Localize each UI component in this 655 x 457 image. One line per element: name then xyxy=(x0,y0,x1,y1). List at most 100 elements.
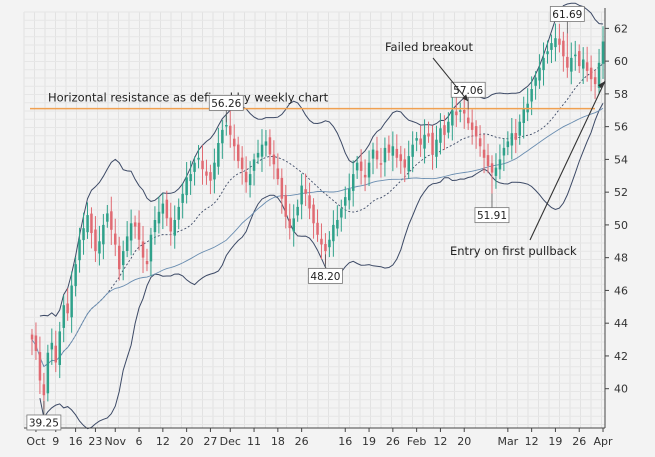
candle-body xyxy=(54,345,57,363)
candle-body xyxy=(38,352,42,381)
candle-body xyxy=(455,111,458,116)
candle-body xyxy=(161,203,165,214)
candle-body xyxy=(316,222,319,235)
y-tick-label: 50 xyxy=(614,219,628,232)
candle-body xyxy=(574,54,577,57)
candle-body xyxy=(268,137,272,155)
candle-body xyxy=(217,143,220,167)
y-tick-label: 40 xyxy=(614,383,628,396)
candle-body xyxy=(570,57,573,72)
candle-body xyxy=(486,155,490,166)
middle-band xyxy=(39,63,604,368)
candle-body xyxy=(340,208,343,218)
candle-body xyxy=(363,174,367,178)
candle-body xyxy=(141,241,145,258)
x-tick-label: Oct xyxy=(26,435,46,448)
candle-body xyxy=(233,138,236,147)
x-tick-label: Feb xyxy=(407,435,426,448)
candle-body xyxy=(62,305,65,328)
price-label-box xyxy=(26,414,62,431)
price-labels: 39.25 56.26 48.20 57.06 51.91 61.69 xyxy=(26,6,585,431)
x-tick-label: 19 xyxy=(548,435,562,448)
candle-body xyxy=(542,57,545,71)
candle-body xyxy=(308,195,311,209)
candle-body xyxy=(197,157,200,160)
price-label-box xyxy=(474,207,510,224)
annotation-arrowhead xyxy=(598,81,606,89)
y-tick-label: 54 xyxy=(614,153,628,166)
candle-body xyxy=(435,139,438,157)
candle-body xyxy=(280,177,284,199)
candle-body xyxy=(284,195,287,217)
candle-body xyxy=(125,236,129,251)
candle-body xyxy=(403,159,406,168)
candle-body xyxy=(518,121,521,136)
candle-body xyxy=(336,220,339,229)
y-tick-label: 52 xyxy=(614,186,628,199)
candle-body xyxy=(185,177,188,196)
annotation-entry-pullback: Entry on first pullback xyxy=(450,244,577,258)
candle-body xyxy=(506,141,510,148)
candle-body xyxy=(423,134,426,149)
candle-body xyxy=(514,133,517,140)
candle-body xyxy=(118,245,121,270)
candle-body xyxy=(522,108,525,123)
candle-body xyxy=(82,228,85,241)
candle-body xyxy=(593,77,597,85)
x-tick-label: 12 xyxy=(156,435,170,448)
candle-body xyxy=(348,188,351,201)
candle-body xyxy=(169,217,172,232)
candle-body xyxy=(328,239,331,248)
price-label-text: 48.20 xyxy=(310,271,340,283)
candle-body xyxy=(478,138,482,147)
candle-body xyxy=(296,206,299,216)
candle-body xyxy=(30,334,34,340)
price-label-text: 39.25 xyxy=(29,417,59,429)
candle-body xyxy=(66,303,69,314)
candle-body xyxy=(443,125,446,135)
candle-body xyxy=(439,128,442,143)
candle-body xyxy=(34,335,38,351)
candle-body xyxy=(383,147,387,163)
candle-body xyxy=(102,224,105,245)
candle-body xyxy=(582,59,585,69)
candle-body xyxy=(149,234,153,262)
candle-body xyxy=(225,125,228,127)
annotations: Failed breakout Entry on first pullback xyxy=(385,40,606,258)
candle-body xyxy=(355,162,359,171)
x-tick-label: 9 xyxy=(52,435,59,448)
candle-body xyxy=(133,222,137,227)
candle-body xyxy=(597,62,601,88)
annotation-failed-breakout: Failed breakout xyxy=(385,40,473,54)
candle-body xyxy=(189,174,192,182)
candle-body xyxy=(181,193,184,203)
x-tick-label: Apr xyxy=(594,435,614,448)
candle-body xyxy=(264,141,268,146)
candle-body xyxy=(344,197,347,206)
candle-body xyxy=(451,110,454,126)
candle-body xyxy=(463,110,466,114)
candle-body xyxy=(324,244,327,252)
resistance-line-group: Horizontal resistance as defined by week… xyxy=(30,91,595,110)
y-tick-label: 42 xyxy=(614,350,628,363)
candle-body xyxy=(474,126,478,137)
x-tick-label: 27 xyxy=(203,435,217,448)
x-tick-label: 19 xyxy=(362,435,376,448)
moving-average xyxy=(31,107,604,368)
candle-body xyxy=(213,162,216,180)
candle-body xyxy=(447,121,450,133)
price-label-text: 57.06 xyxy=(453,85,483,97)
candle-body xyxy=(578,51,581,67)
x-tick-label: 16 xyxy=(338,435,352,448)
candle-body xyxy=(240,157,244,170)
y-tick-label: 62 xyxy=(614,22,628,35)
candle-body xyxy=(332,224,335,242)
candle-body xyxy=(379,163,383,165)
candle-body xyxy=(157,211,161,224)
candle-body xyxy=(244,171,248,183)
candle-body xyxy=(562,40,565,57)
candle-body xyxy=(122,251,125,266)
candle-body xyxy=(201,160,204,170)
x-tick-label: 26 xyxy=(572,435,586,448)
